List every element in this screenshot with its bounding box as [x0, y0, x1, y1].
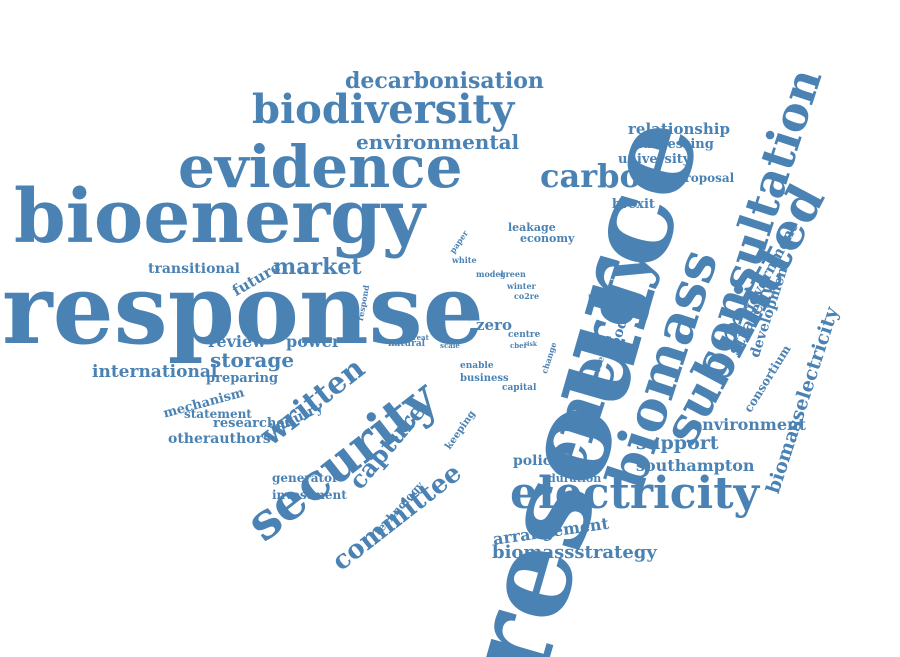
- word-carbon: carbon: [540, 157, 665, 195]
- word-capital: capital: [502, 383, 537, 393]
- word-winter: winter: [507, 281, 536, 291]
- word-university: university: [618, 152, 691, 167]
- word-transitional: transitional: [148, 261, 240, 277]
- word-power: power: [286, 332, 341, 351]
- word-white: white: [452, 255, 477, 265]
- word-duration: duration: [548, 472, 602, 485]
- word-investment: investment: [272, 488, 347, 502]
- word-britain: britain: [588, 293, 619, 303]
- word-leakage: leakage: [508, 221, 556, 234]
- word-storage: storage: [210, 348, 295, 372]
- word-centre: centre: [508, 330, 541, 340]
- word-proposal: proposal: [676, 171, 735, 185]
- word-preparing: preparing: [206, 371, 279, 386]
- word-risk: risk: [524, 341, 537, 348]
- word-relationship: relationship: [628, 120, 730, 138]
- word-paper: paper: [447, 228, 471, 256]
- word-co2re: co2re: [514, 291, 540, 301]
- word-great: great: [408, 333, 429, 342]
- word-natural: natural: [388, 339, 426, 349]
- word-response: response: [2, 253, 484, 366]
- word-decarbonisation: decarbonisation: [345, 68, 544, 94]
- word-economy: economy: [520, 232, 575, 245]
- word-model-green: model: [476, 269, 504, 279]
- word-biomasselectricity: biomasselectricity: [762, 304, 844, 497]
- word-bioenergy: bioenergy: [14, 174, 425, 260]
- word-policy: policy: [513, 453, 560, 469]
- word-generator: generator: [272, 471, 339, 485]
- word-southampton: southampton: [636, 456, 755, 475]
- word-electricity: electricity: [510, 468, 760, 519]
- word-business: business: [460, 373, 509, 384]
- word-evidence: evidence: [178, 133, 463, 201]
- word-zero: zero: [476, 316, 512, 334]
- word-review: review: [208, 332, 266, 351]
- word-statement: statement: [184, 407, 252, 421]
- word-otherauthors: otherauthors: [168, 431, 271, 447]
- word-brexit: brexit: [612, 197, 655, 212]
- word-environmental: environmental: [356, 130, 520, 154]
- word-biomassstrategy: biomassstrategy: [492, 542, 657, 563]
- word-environment: environment: [692, 415, 807, 434]
- word-scale: scale: [440, 341, 460, 350]
- word-green: green: [500, 269, 526, 279]
- word-international: international: [92, 362, 218, 382]
- word-researcher: researcher: [213, 416, 292, 431]
- word-addressing: addressing: [634, 137, 714, 152]
- word-market: market: [273, 254, 362, 280]
- word-keeping: keeping: [443, 408, 478, 452]
- word-cber: cber: [510, 341, 528, 350]
- word-enable: enable: [460, 361, 494, 371]
- word-biodiversity: biodiversity: [252, 86, 515, 133]
- word-support: support: [636, 432, 719, 454]
